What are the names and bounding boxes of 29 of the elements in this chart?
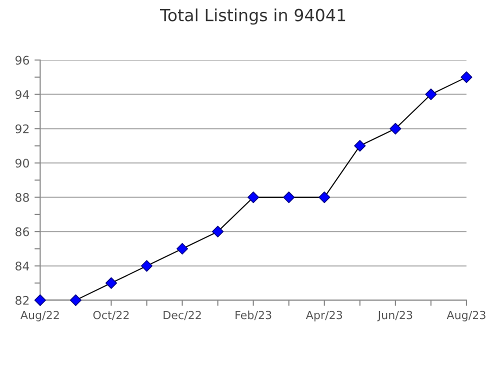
y-tick-label: 92 (15, 124, 29, 134)
x-tick-label: Dec/22 (164, 310, 201, 320)
x-tick-label: Aug/23 (446, 310, 486, 322)
point (390, 122, 402, 134)
y-tick-label: 82 (16, 296, 29, 305)
point (34, 294, 46, 306)
point (283, 191, 295, 204)
point (176, 242, 188, 255)
point (318, 191, 330, 204)
point (460, 71, 472, 83)
point (354, 140, 366, 152)
point (212, 226, 224, 238)
x-tick-label: Apr/23 (306, 310, 342, 322)
y-tick-label: 88 (16, 193, 29, 202)
y-tick-label: 86 (16, 227, 30, 236)
x-tick-label: Aug/22 (20, 310, 59, 322)
x-tick-label: Jun/23 (377, 310, 412, 322)
y-tick-label: 96 (15, 56, 30, 65)
x-tick-label: Oct/22 (93, 310, 129, 320)
y-tick-label: 90 (15, 158, 29, 168)
point (248, 191, 260, 204)
y-tick-label: 94 (15, 90, 30, 99)
point (70, 294, 82, 306)
point (140, 260, 153, 272)
chart-title: Total Listings in 94041 (160, 8, 346, 25)
x-tick-label: Feb/23 (236, 310, 272, 320)
point (105, 277, 118, 289)
y-tick-label: 84 (16, 262, 30, 271)
point (425, 88, 437, 100)
